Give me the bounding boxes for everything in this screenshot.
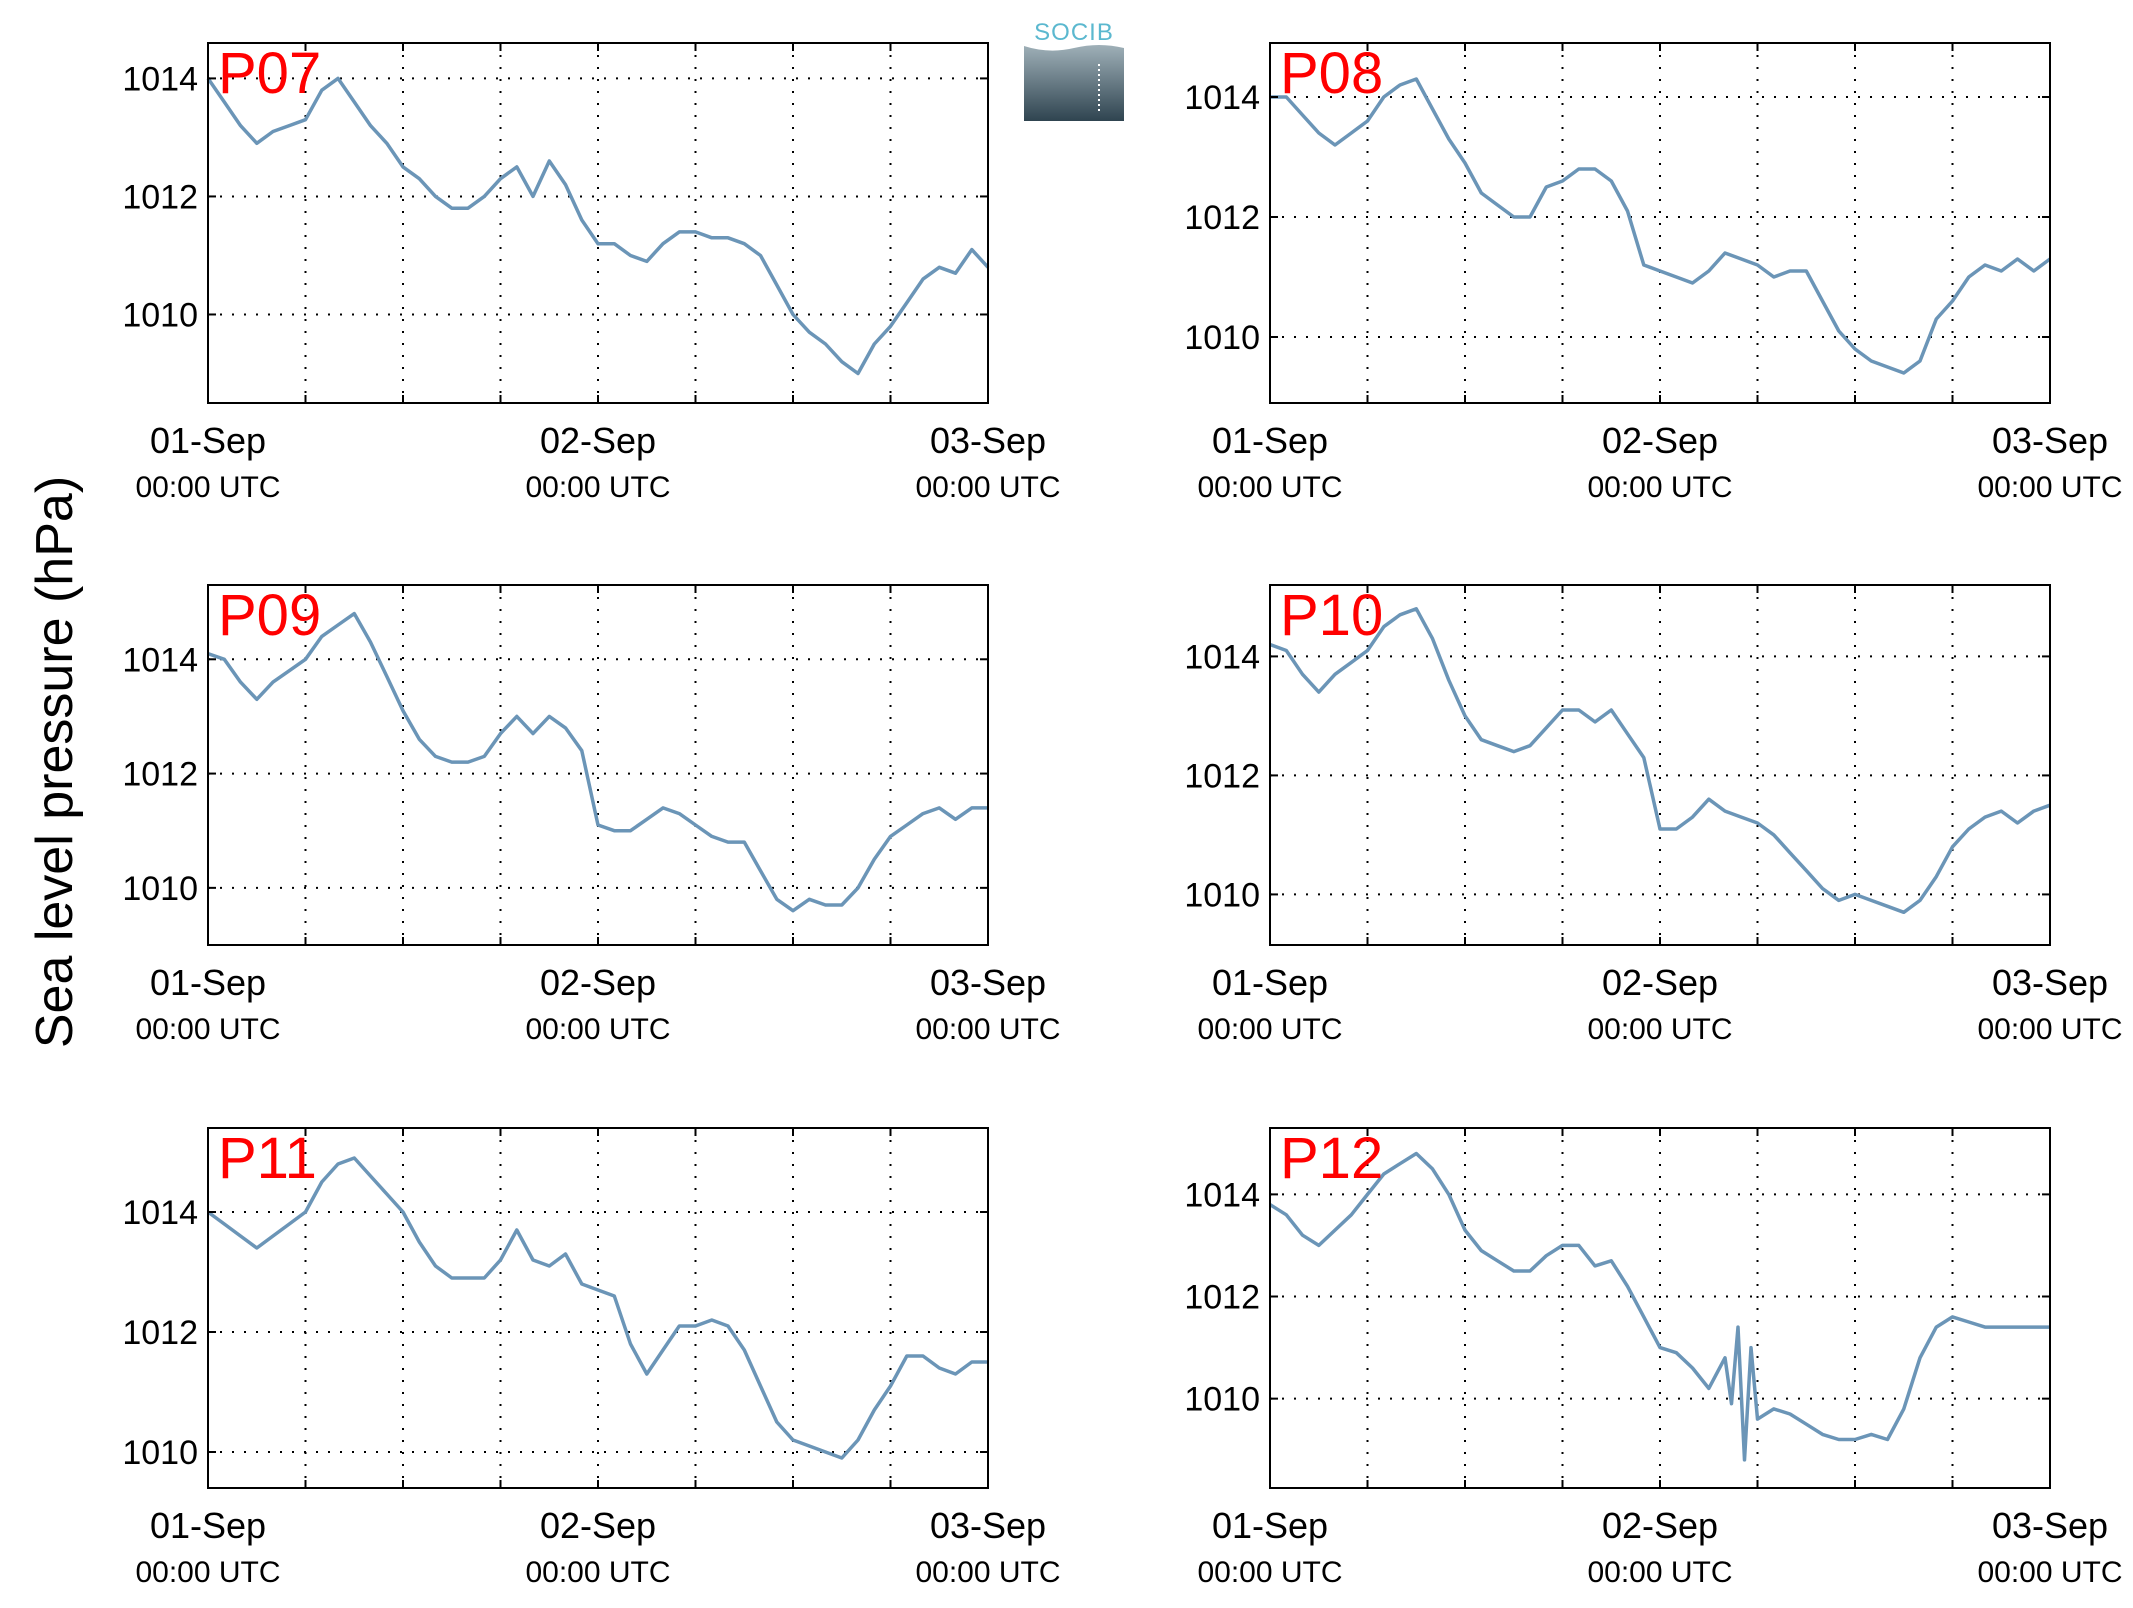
- y-tick-label: 1010: [1184, 876, 1260, 914]
- y-tick-label: 1012: [1184, 199, 1260, 237]
- x-tick-label-time: 00:00 UTC: [1587, 1013, 1732, 1046]
- panel-p08: 01-Sep 00:00 UTC 02-Sep 00:00 UTC 03-Sep 00:0…: [1184, 41, 2122, 504]
- data-series-line: [206, 76, 990, 376]
- x-tick-label-date: 01-Sep: [1212, 420, 1328, 461]
- panel-p09: 01-Sep 00:00 UTC 02-Sep 00:00 UTC 03-Sep 00:0…: [122, 583, 1060, 1046]
- x-tick-label-date: 02-Sep: [1602, 420, 1718, 461]
- x-tick-label-time: 00:00 UTC: [1197, 1013, 1342, 1046]
- y-axis-label: Sea level pressure (hPa): [26, 476, 84, 1048]
- logo-wave: [1024, 45, 1124, 121]
- y-tick-label: 1012: [1184, 757, 1260, 795]
- y-tick-label: 1014: [122, 641, 198, 679]
- y-tick-label: 1010: [1184, 319, 1260, 357]
- x-tick-label-time: 00:00 UTC: [135, 471, 280, 504]
- x-tick-label-date: 02-Sep: [1602, 962, 1718, 1003]
- x-tick-label-date: 03-Sep: [1992, 420, 2108, 461]
- x-tick-label-time: 00:00 UTC: [1197, 471, 1342, 504]
- logo-text: SOCIB: [1034, 19, 1114, 46]
- panel-label: P07: [218, 41, 321, 106]
- x-tick-label-date: 01-Sep: [150, 962, 266, 1003]
- x-tick-label-time: 00:00 UTC: [915, 1556, 1060, 1589]
- x-tick-label-time: 00:00 UTC: [525, 1013, 670, 1046]
- x-tick-label-time: 00:00 UTC: [135, 1556, 280, 1589]
- x-tick-label-time: 00:00 UTC: [525, 1556, 670, 1589]
- panel-label: P11: [218, 1126, 317, 1191]
- x-tick-label-time: 00:00 UTC: [915, 1013, 1060, 1046]
- x-tick-label-time: 00:00 UTC: [1977, 471, 2122, 504]
- panel-label: P12: [1280, 1126, 1383, 1191]
- panel-p11: 01-Sep 00:00 UTC 02-Sep 00:00 UTC 03-Sep 00:0…: [122, 1126, 1060, 1589]
- x-tick-label-date: 02-Sep: [540, 962, 656, 1003]
- x-tick-label-time: 00:00 UTC: [135, 1013, 280, 1046]
- x-tick-label-date: 03-Sep: [1992, 962, 2108, 1003]
- y-tick-label: 1012: [122, 756, 198, 794]
- x-tick-label-time: 00:00 UTC: [1197, 1556, 1342, 1589]
- panel-p07: 01-Sep 00:00 UTC 02-Sep 00:00 UTC 03-Sep 00:0…: [122, 41, 1060, 504]
- y-tick-label: 1010: [122, 296, 198, 334]
- data-series-line: [206, 1156, 988, 1460]
- y-tick-label: 1014: [1184, 79, 1260, 117]
- y-tick-label: 1014: [1184, 638, 1260, 676]
- data-series-line: [1269, 1151, 2050, 1462]
- panel-p12: 01-Sep 00:00 UTC 02-Sep 00:00 UTC 03-Sep 00:0…: [1184, 1126, 2122, 1589]
- x-tick-label-date: 03-Sep: [930, 420, 1046, 461]
- panel-p10: 01-Sep 00:00 UTC 02-Sep 00:00 UTC 03-Sep 00:0…: [1184, 583, 2122, 1046]
- panel-label: P08: [1280, 41, 1383, 106]
- x-tick-label-date: 01-Sep: [150, 1505, 266, 1546]
- x-tick-label-time: 00:00 UTC: [1587, 471, 1732, 504]
- y-tick-label: 1014: [122, 60, 198, 98]
- y-tick-label: 1010: [1184, 1381, 1260, 1419]
- x-tick-label-time: 00:00 UTC: [1977, 1556, 2122, 1589]
- socib-logo: SOCIB: [1024, 19, 1124, 121]
- x-tick-label-date: 02-Sep: [1602, 1505, 1718, 1546]
- x-tick-label-date: 02-Sep: [540, 1505, 656, 1546]
- panel-label: P09: [218, 583, 321, 648]
- data-series-line: [1269, 607, 2051, 915]
- x-tick-label-date: 03-Sep: [930, 1505, 1046, 1546]
- y-tick-label: 1012: [122, 178, 198, 216]
- x-tick-label-date: 01-Sep: [1212, 962, 1328, 1003]
- x-tick-label-time: 00:00 UTC: [1977, 1013, 2122, 1046]
- data-series-line: [207, 611, 988, 913]
- x-tick-label-date: 01-Sep: [150, 420, 266, 461]
- y-tick-label: 1014: [122, 1194, 198, 1232]
- data-series-line: [1270, 77, 2052, 375]
- y-tick-label: 1014: [1184, 1176, 1260, 1214]
- x-tick-label-date: 03-Sep: [1992, 1505, 2108, 1546]
- y-tick-label: 1010: [122, 870, 198, 908]
- x-tick-label-time: 00:00 UTC: [525, 471, 670, 504]
- x-tick-label-date: 02-Sep: [540, 420, 656, 461]
- y-tick-label: 1012: [122, 1314, 198, 1352]
- y-tick-label: 1010: [122, 1434, 198, 1472]
- y-tick-label: 1012: [1184, 1279, 1260, 1317]
- x-tick-label-date: 03-Sep: [930, 962, 1046, 1003]
- panel-label: P10: [1280, 583, 1383, 648]
- x-tick-label-date: 01-Sep: [1212, 1505, 1328, 1546]
- x-tick-label-time: 00:00 UTC: [915, 471, 1060, 504]
- panels: 01-Sep 00:00 UTC 02-Sep 00:00 UTC 03-Sep 00:0…: [122, 41, 2122, 1589]
- x-tick-label-time: 00:00 UTC: [1587, 1556, 1732, 1589]
